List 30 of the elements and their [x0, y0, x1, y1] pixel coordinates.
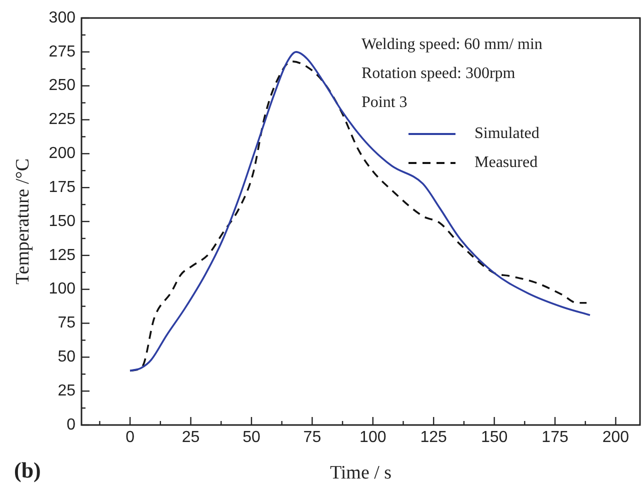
y-tick-label: 200 [48, 145, 76, 162]
x-tick-label: 125 [420, 429, 448, 446]
y-tick-label: 50 [58, 348, 76, 366]
annotation: Point 3 [361, 94, 408, 112]
y-tick-label: 100 [48, 280, 76, 298]
x-tick-label: 150 [480, 429, 508, 446]
y-tick-label: 275 [48, 43, 76, 60]
y-tick-label: 250 [48, 77, 76, 94]
legend-label: Measured [474, 154, 538, 172]
y-tick-label: 175 [48, 178, 76, 196]
y-tick-label: 225 [48, 111, 76, 128]
x-tick-label: 175 [542, 429, 568, 446]
y-tick-label: 125 [48, 246, 76, 264]
x-tick-label: 75 [303, 429, 322, 446]
y-tick-label: 300 [48, 9, 76, 26]
x-tick-label: 200 [602, 429, 630, 446]
x-tick-label: 50 [242, 429, 260, 446]
x-axis-title: Time / s [330, 462, 392, 484]
text: (b) [14, 458, 41, 483]
y-tick-label: 0 [66, 416, 76, 434]
annotation: Rotation speed: 300rpm [361, 65, 516, 82]
y-tick-label: 150 [48, 212, 76, 230]
y-tick-label: 75 [58, 314, 76, 332]
x-tick-label: 100 [360, 429, 386, 446]
annotation: Welding speed: 60 mm/ min [361, 36, 542, 54]
x-tick-label: 0 [126, 429, 135, 446]
x-tick-label: 25 [182, 429, 200, 446]
legend-label: Simulated [474, 125, 540, 142]
y-axis-title: Temperature /°C [12, 158, 34, 285]
y-tick-label: 25 [58, 382, 76, 400]
